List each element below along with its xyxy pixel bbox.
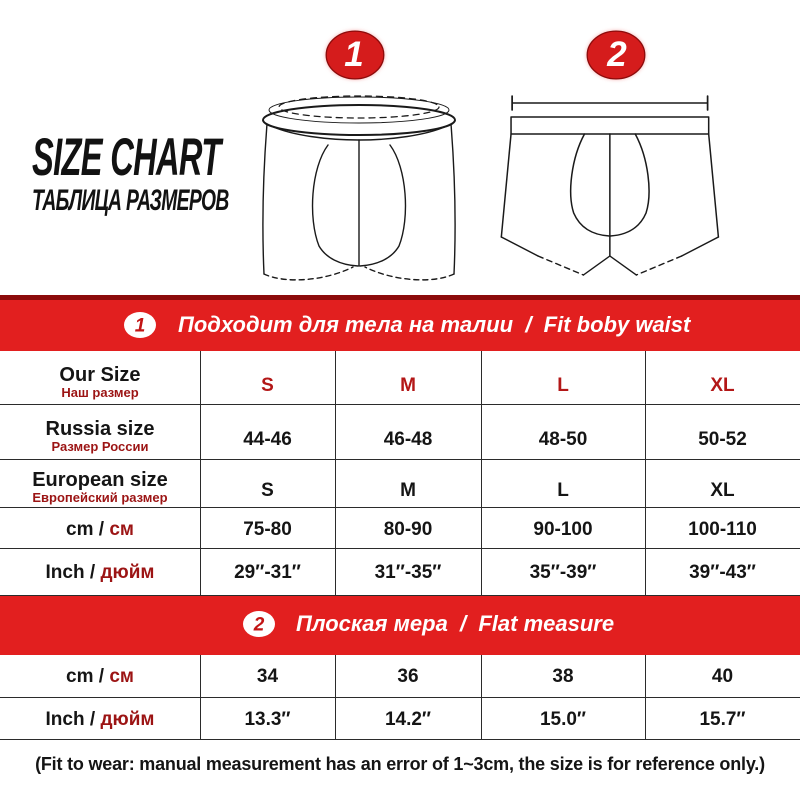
svg-text:2: 2 <box>253 615 265 636</box>
svg-text:1: 1 <box>135 316 146 337</box>
